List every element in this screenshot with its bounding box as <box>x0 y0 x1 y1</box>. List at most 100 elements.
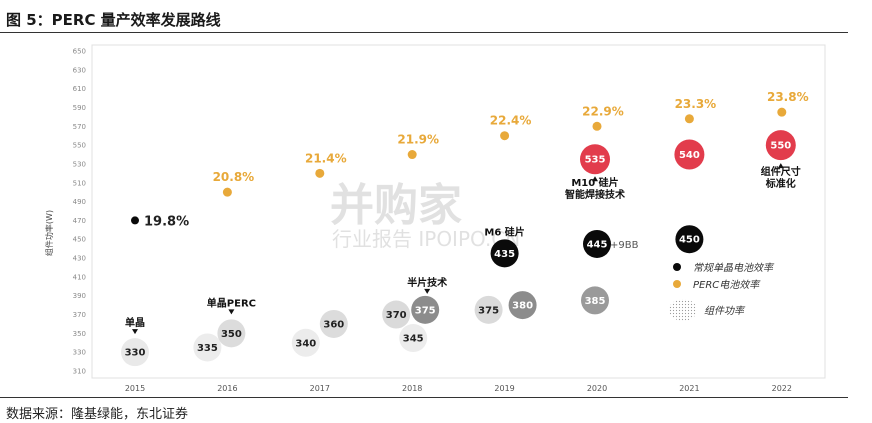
x-axis-ticks: 2015 2016 2017 2018 2019 2020 2021 2022 <box>125 384 792 393</box>
annotation-arrow <box>424 288 431 294</box>
module-power-label: 350 <box>221 329 242 340</box>
watermark: 并购家 行业报告 IPOIPO.CN <box>330 180 520 251</box>
bottom-divider <box>0 397 848 398</box>
regular-efficiency-point <box>131 216 139 225</box>
x-tick-label: 2021 <box>679 384 699 393</box>
annotation-arrow <box>132 329 138 335</box>
module-power-bubble <box>382 300 411 329</box>
legend-label-perc: PERC电池效率 <box>693 279 761 291</box>
perc-efficiency-point <box>222 187 232 197</box>
module-power-label: 540 <box>679 150 700 161</box>
module-power-label: 535 <box>585 155 606 166</box>
x-tick-label: 2015 <box>125 384 145 393</box>
plot-area <box>91 44 826 379</box>
watermark-main: 并购家 <box>330 180 462 231</box>
annotation-label: M6 硅片 <box>484 225 524 238</box>
annotation-label: 智能焊接技术 <box>565 188 625 201</box>
perc-efficiency-label: 21.9% <box>397 133 439 147</box>
x-tick-label: 2022 <box>772 384 792 393</box>
y-tick-label: 470 <box>73 217 86 225</box>
y-tick-label: 630 <box>73 66 86 74</box>
regular-power-bubble <box>675 225 704 254</box>
data-source: 数据来源：隆基绿能，东北证券 <box>6 407 189 422</box>
x-tick-label: 2019 <box>494 384 514 393</box>
module-power-label: 550 <box>770 141 791 152</box>
module-power-label: 375 <box>478 305 499 316</box>
annotation-label: 单晶 <box>125 316 145 329</box>
perc-efficiency-point <box>684 114 694 124</box>
module-power-bubble <box>411 295 440 324</box>
y-tick-label: 370 <box>73 311 86 319</box>
annotation-label: M10 硅片 <box>571 176 618 189</box>
y-tick-label: 490 <box>73 198 86 206</box>
perc-efficiency-label: 21.4% <box>305 151 347 165</box>
module-power-bubble <box>399 324 428 353</box>
module-power-bubble <box>291 328 320 357</box>
figure-title: 图 5：PERC 量产效率发展路线 <box>6 11 221 29</box>
perc-efficiency-point <box>315 168 325 178</box>
module-power-bubble <box>121 338 149 367</box>
x-tick-label: 2018 <box>402 384 422 393</box>
y-tick-label: 650 <box>73 48 86 56</box>
module-power-bubble <box>474 295 503 324</box>
module-power-label: 380 <box>512 301 533 312</box>
y-tick-label: 450 <box>73 236 86 244</box>
annotation-arrow <box>777 163 784 169</box>
annotation-label: +9BB <box>610 240 639 251</box>
perc-efficiency-label: 23.3% <box>675 97 717 111</box>
legend-label-module-power: 组件功率 <box>704 305 746 317</box>
y-tick-label: 510 <box>73 179 86 187</box>
y-axis-label: 组件功率(W) <box>44 210 54 256</box>
module-power-bubble <box>674 139 705 170</box>
y-axis-ticks: 310 330 350 370 390 410 430 450 470 490 510 530 550 5… <box>73 48 86 376</box>
perc-efficiency-label: 22.9% <box>582 104 624 118</box>
annotation-arrow <box>228 309 235 315</box>
x-tick-label: 2017 <box>310 384 330 393</box>
y-tick-label: 610 <box>73 85 86 93</box>
legend-marker-module-power <box>669 299 697 321</box>
watermark-sub: 行业报告 IPOIPO.CN <box>332 227 520 251</box>
y-tick-label: 570 <box>73 123 86 131</box>
module-power-label: 375 <box>415 305 436 316</box>
perc-chart: 310 330 350 370 390 410 430 450 470 490 510 530 550 5… <box>44 44 826 393</box>
module-power-bubble <box>508 291 537 320</box>
legend-marker-perc <box>673 280 681 288</box>
annotation-label: 标准化 <box>765 177 796 190</box>
y-tick-label: 550 <box>73 142 86 150</box>
module-power-bubble <box>580 144 610 175</box>
y-tick-label: 530 <box>73 160 86 168</box>
y-tick-label: 390 <box>73 292 86 300</box>
y-tick-label: 410 <box>73 273 86 281</box>
module-power-label: 330 <box>125 348 146 359</box>
y-tick-label: 590 <box>73 104 86 112</box>
perc-efficiency-label: 20.8% <box>213 170 255 184</box>
x-tick-label: 2020 <box>587 384 607 393</box>
x-tick-label: 2016 <box>217 384 237 393</box>
regular-power-label: 450 <box>679 235 700 246</box>
legend-marker-regular <box>673 263 681 271</box>
module-power-label: 370 <box>386 310 407 321</box>
module-power-bubble <box>581 286 609 315</box>
regular-power-label: 435 <box>494 249 515 260</box>
top-divider <box>0 32 848 33</box>
regular-power-label: 445 <box>587 239 608 250</box>
perc-efficiency-point <box>500 131 510 141</box>
perc-efficiency-point <box>592 121 602 131</box>
perc-efficiency-label: 23.8% <box>767 90 809 104</box>
legend: 常规单晶电池效率 PERC电池效率 组件功率 <box>669 262 775 321</box>
module-power-label: 385 <box>585 296 606 307</box>
y-tick-label: 310 <box>73 368 86 376</box>
annotation-label: 单晶PERC <box>207 296 256 309</box>
module-power-label: 360 <box>323 319 344 330</box>
module-power-bubble <box>765 130 796 161</box>
module-power-bubble <box>319 309 348 338</box>
perc-efficiency-label: 22.4% <box>490 114 532 128</box>
y-tick-label: 430 <box>73 255 86 263</box>
regular-efficiency-label: 19.8% <box>144 214 189 229</box>
module-power-label: 345 <box>403 334 424 345</box>
annotation-label: 组件尺寸 <box>761 165 801 178</box>
perc-efficiency-point <box>407 150 417 160</box>
module-power-bubble <box>193 333 222 362</box>
